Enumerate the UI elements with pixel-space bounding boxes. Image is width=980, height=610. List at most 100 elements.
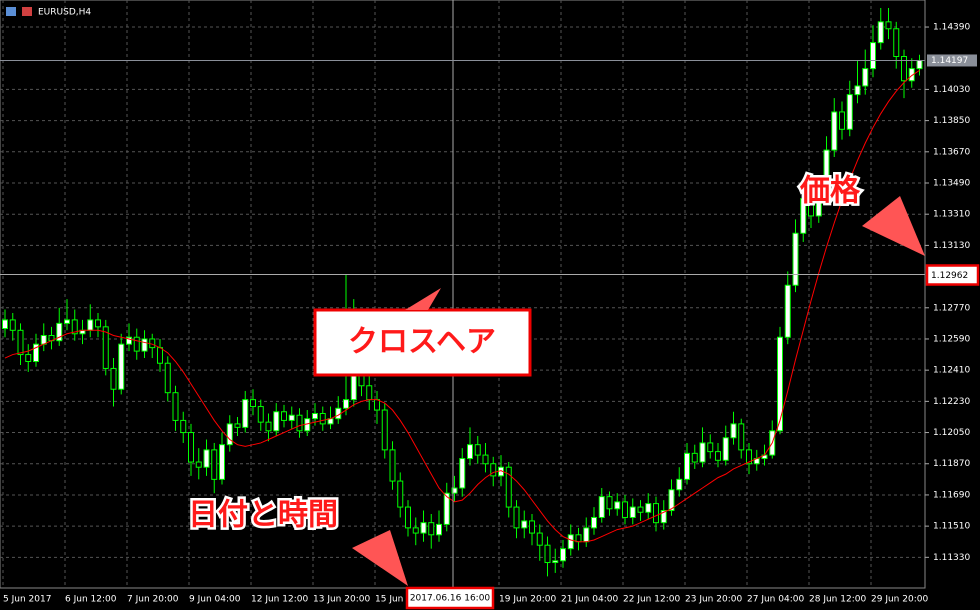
candle-body (180, 419, 187, 434)
y-tick-label: 1.13310 (933, 210, 970, 220)
candle-body (637, 506, 644, 513)
y-tick-label: 1.12230 (933, 397, 970, 407)
candle-body (529, 520, 535, 534)
candle-body (312, 412, 318, 420)
y-tick-label: 1.13670 (933, 147, 970, 157)
candle-body (885, 21, 892, 30)
crosshair-price-box (925, 264, 980, 286)
candle-body (567, 534, 574, 550)
candle-body (296, 414, 303, 432)
candle-body (691, 452, 698, 463)
candle-body (397, 480, 404, 508)
candle-body (846, 94, 853, 130)
x-tick-label: 19 Jun 20:00 (499, 595, 556, 605)
candle-body (536, 532, 543, 546)
candle-body (862, 68, 869, 87)
y-tick-label: 1.12770 (933, 303, 970, 313)
candle-body (428, 522, 435, 536)
y-tick-label: 1.14030 (933, 85, 970, 95)
y-tick-label: 1.11690 (933, 490, 970, 500)
candle-body (211, 449, 218, 480)
candle-body (366, 385, 373, 401)
candle-body (575, 534, 582, 543)
candle-body (777, 336, 783, 432)
candle-body (203, 449, 210, 468)
crosshair-time-box (405, 586, 495, 610)
x-tick-label: 23 Jun 20:00 (685, 595, 742, 605)
candle-body (482, 454, 489, 465)
candle-body (443, 492, 450, 525)
candle-body (815, 189, 822, 217)
candle-body (668, 489, 675, 512)
candles (2, 7, 923, 577)
candle-body (71, 319, 78, 335)
candle-body (490, 463, 497, 477)
moving-average (4, 69, 920, 543)
candle-body (25, 354, 32, 362)
candle-body (722, 437, 729, 461)
candle-body (273, 411, 280, 432)
candle-body (908, 68, 915, 82)
candle-body (110, 367, 117, 390)
crosshair-price-label: 1.12962 (931, 271, 968, 281)
y-tick-label: 1.11330 (933, 553, 970, 563)
candle-body (560, 548, 566, 562)
candle-body (792, 232, 799, 286)
candle-body (645, 503, 652, 513)
y-tick-label: 1.12590 (933, 334, 970, 344)
icon (6, 7, 16, 16)
y-tick-label: 1.13130 (933, 241, 970, 251)
candle-body (126, 336, 132, 345)
candle-body (451, 487, 458, 494)
candle-body (405, 506, 411, 529)
x-tick-label: 21 Jun 04:00 (561, 595, 618, 605)
y-tick-label: 1.11510 (933, 522, 970, 532)
candle-body (257, 406, 264, 423)
candle-body (265, 421, 272, 432)
candle-body (343, 399, 349, 409)
candle-body (715, 451, 721, 461)
candle-body (374, 399, 380, 411)
candle-body (102, 326, 109, 369)
annotation-crosshair: クロスヘア (348, 325, 496, 360)
icon (22, 7, 32, 16)
x-tick-label: 22 Jun 12:00 (623, 595, 680, 605)
candle-body (281, 411, 287, 421)
candle-body (521, 520, 528, 529)
candle-body (467, 444, 473, 460)
candle-body (877, 21, 884, 44)
x-tick-label: 15 Jun (375, 595, 403, 605)
candle-body (614, 501, 621, 510)
candle-body (839, 111, 845, 130)
candle-body (389, 449, 396, 482)
x-tick-label: 27 Jun 04:00 (747, 595, 804, 605)
chart-title: EURUSD,H4 (38, 8, 91, 18)
candle-body (684, 452, 690, 480)
candle-body (513, 506, 520, 529)
candle-body (17, 329, 24, 356)
candle-body (730, 423, 737, 439)
candle-body (505, 466, 512, 508)
x-tick-label: 13 Jun 20:00 (313, 595, 370, 605)
overlay: 1.14197 1.12962 2017.06.16 16:00 (0, 54, 980, 610)
candle-body (622, 501, 628, 518)
candle-body (219, 444, 225, 480)
candle-body (808, 198, 814, 217)
x-tick-label: 28 Jun 12:00 (809, 595, 866, 605)
x-tick-label: 6 Jun 12:00 (65, 595, 117, 605)
last-price-box (927, 54, 977, 67)
candle-body (250, 399, 256, 408)
candle-body (591, 516, 597, 529)
candle-body (823, 149, 830, 191)
candle-body (583, 527, 590, 543)
candle-body (474, 444, 481, 456)
candle-body (870, 42, 876, 70)
candle-body (95, 319, 101, 328)
candle-body (172, 392, 179, 421)
candle-body (746, 449, 752, 465)
candle-body (87, 319, 94, 331)
candle-body (893, 28, 900, 57)
arrow (352, 530, 408, 586)
candle-body (288, 414, 295, 421)
candle-body (188, 432, 194, 463)
